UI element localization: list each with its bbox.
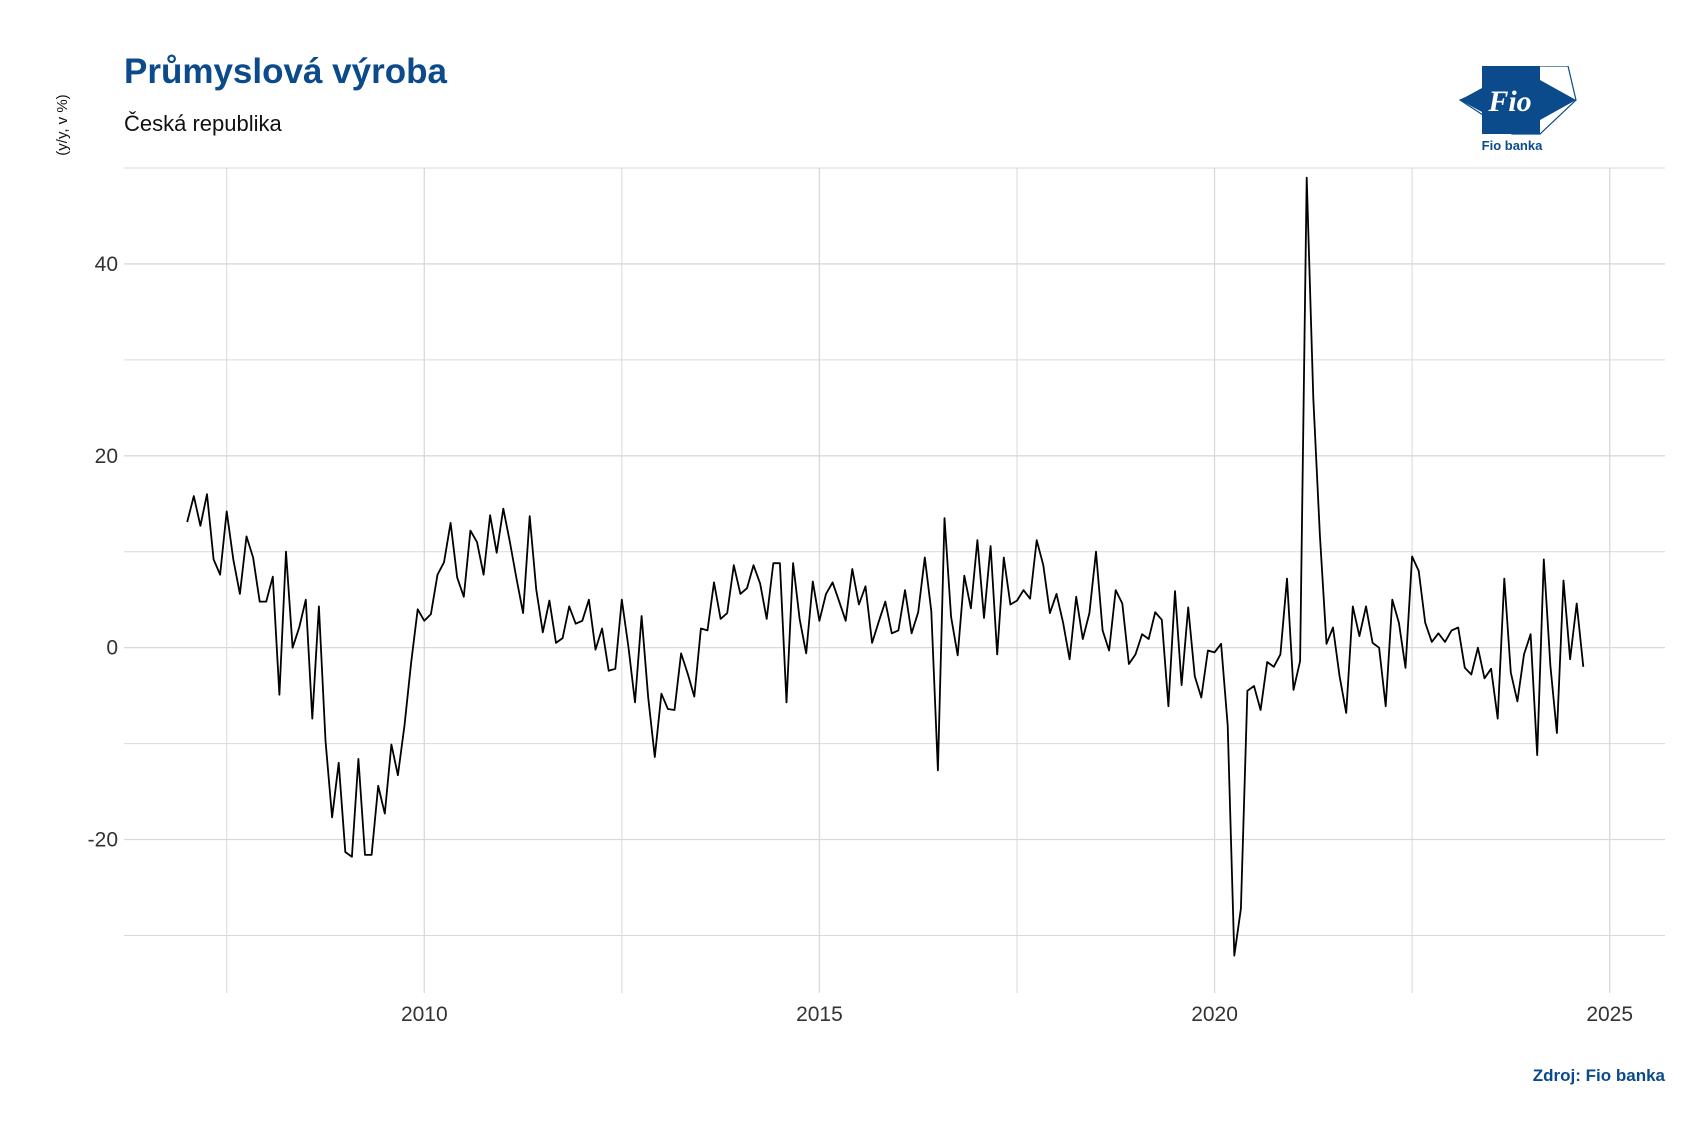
x-tick-label: 2010 [401,1003,448,1026]
x-tick-label: 2015 [796,1003,843,1026]
y-tick-label: 0 [106,637,118,660]
y-tick-labels: -20 0 20 40 [88,253,118,852]
y-tick-label: 40 [95,253,118,276]
x-tick-labels: 2010 2015 2020 2025 [401,1003,1633,1026]
x-tick-label: 2025 [1586,1003,1633,1026]
major-gridlines [124,168,1665,993]
x-tick-label: 2020 [1191,1003,1238,1026]
fio-banka-logo: Fio Fio banka [1458,65,1578,156]
chart-title: Průmyslová výroba [124,52,447,91]
logo-caption: Fio banka [1482,138,1543,153]
y-tick-label: 20 [95,445,118,468]
series-line [186,176,1585,957]
logo-mark-text: Fio [1487,85,1531,118]
logo-flag-shape [1482,66,1540,134]
chart-subtitle: Česká republika [124,111,282,136]
minor-gridlines [124,167,1665,993]
y-tick-label: -20 [88,829,118,852]
source-note: Zdroj: Fio banka [1532,1066,1665,1085]
